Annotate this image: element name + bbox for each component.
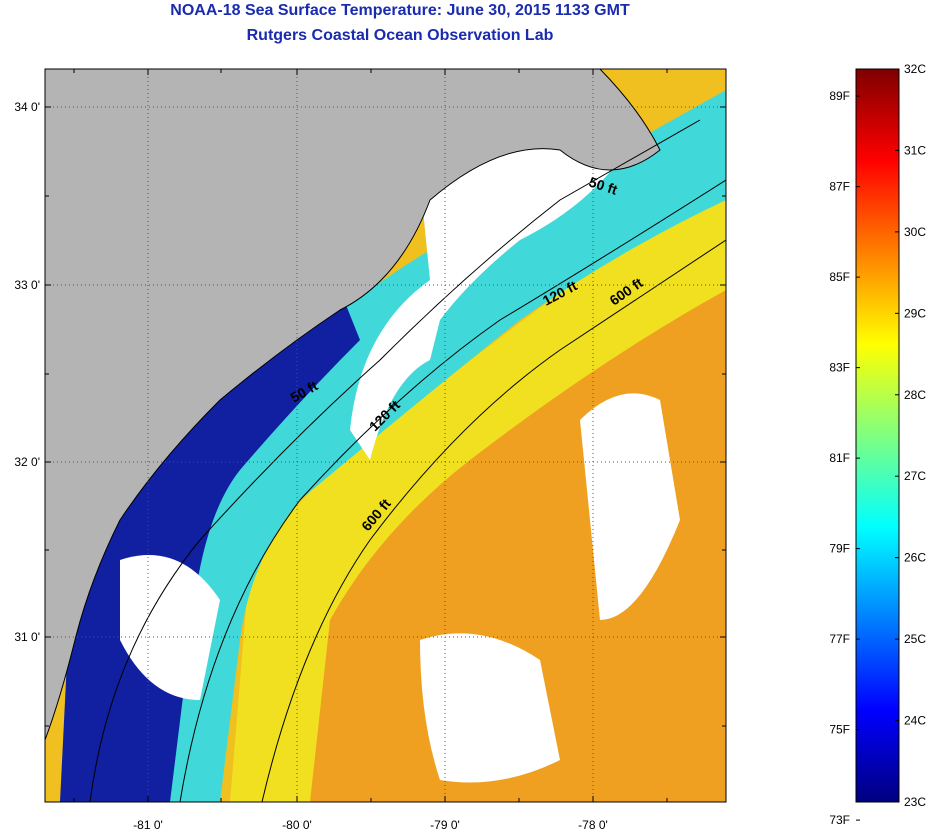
map-frame [44, 68, 727, 803]
cold-coastal-water [60, 290, 360, 802]
cloud-cover-coast [120, 555, 220, 700]
colorbar-celsius-labels: 32C 31C 30C 29C 28C 27C 26C 25C 24C 23C [895, 62, 926, 809]
cloud-cover-east [580, 393, 680, 620]
mid-shelf-water [230, 200, 726, 802]
colorbar-c-label: 30C [904, 225, 926, 239]
colorbar-c-label: 24C [904, 714, 926, 728]
colorbar-c-label: 23C [904, 795, 926, 809]
latitude-label: 32 0' [14, 455, 40, 469]
latitude-labels: 34 0' 33 0' 32 0' 31 0' [14, 100, 40, 644]
colorbar-f-label: 75F [829, 723, 850, 737]
colorbar: 89F 87F 85F 83F 81F 79F 77F 75F 73F 32C 31C 30C 29C… [829, 62, 926, 827]
colorbar-f-label: 85F [829, 270, 850, 284]
colorbar-c-label: 28C [904, 388, 926, 402]
land-mass [45, 69, 661, 741]
lat-lon-grid [45, 69, 726, 802]
colorbar-c-label: 29C [904, 306, 926, 320]
colorbar-f-label: 73F [829, 813, 850, 827]
contour-600ft-line [261, 239, 726, 802]
colorbar-f-label: 83F [829, 361, 850, 375]
colorbar-fahrenheit-labels: 89F 87F 85F 83F 81F 79F 77F 75F 73F [829, 89, 860, 827]
map-title: NOAA-18 Sea Surface Temperature: June 30… [170, 2, 630, 19]
colorbar-f-label: 79F [829, 542, 850, 556]
colorbar-c-label: 32C [904, 62, 926, 76]
latitude-label: 31 0' [14, 630, 40, 644]
contour-50ft-line [89, 119, 701, 802]
longitude-label: -80 0' [282, 818, 312, 832]
nearshore-water [150, 90, 726, 802]
colorbar-gradient [855, 68, 900, 803]
cloud-cover-south [420, 633, 560, 783]
colorbar-f-label: 87F [829, 180, 850, 194]
longitude-label: -79 0' [430, 818, 460, 832]
longitude-labels: -81 0' -80 0' -79 0' -78 0' [133, 818, 608, 832]
colorbar-f-label: 77F [829, 632, 850, 646]
colorbar-c-label: 26C [904, 551, 926, 565]
colorbar-c-label: 31C [904, 143, 926, 157]
colorbar-f-label: 89F [829, 89, 850, 103]
axis-ticks [45, 69, 726, 802]
latitude-label: 33 0' [14, 278, 40, 292]
colorbar-c-label: 25C [904, 632, 926, 646]
map-plot-area[interactable] [45, 69, 726, 802]
colorbar-f-label: 81F [829, 451, 850, 465]
contour-120ft-line [179, 179, 726, 802]
longitude-label: -78 0' [578, 818, 608, 832]
longitude-label: -81 0' [133, 818, 163, 832]
colorbar-c-label: 27C [904, 469, 926, 483]
latitude-label: 34 0' [14, 100, 40, 114]
map-subtitle: Rutgers Coastal Ocean Observation Lab [246, 27, 554, 44]
